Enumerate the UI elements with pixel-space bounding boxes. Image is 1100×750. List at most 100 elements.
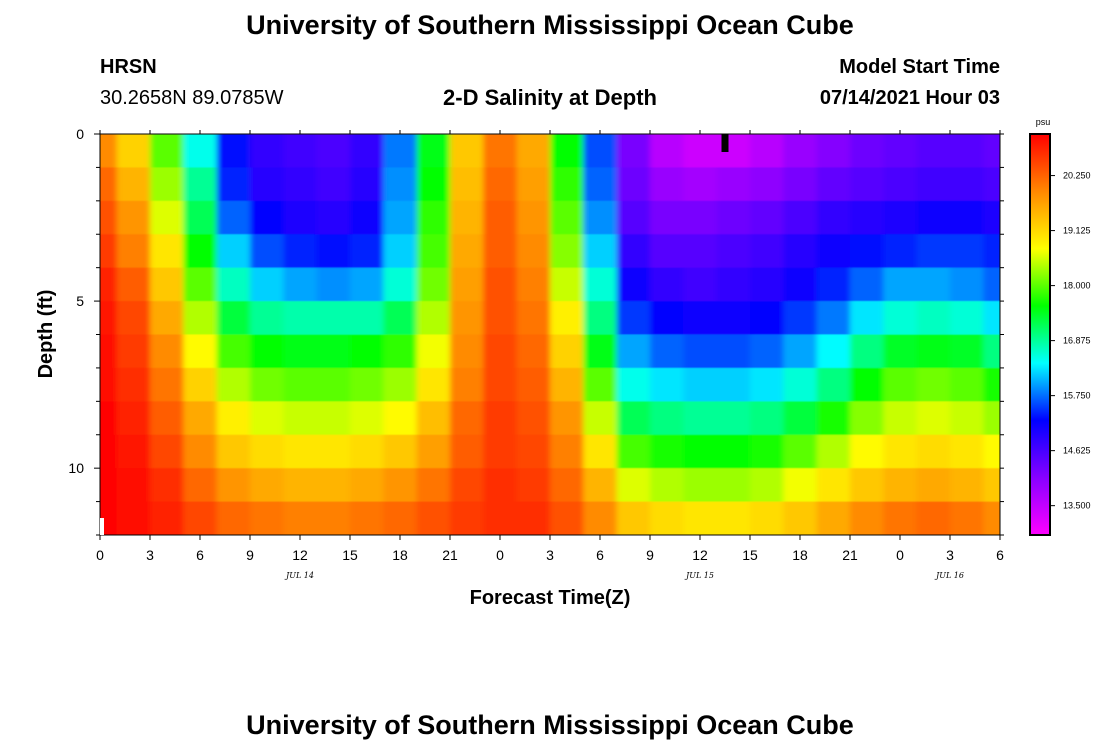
heatmap-cell xyxy=(283,301,318,335)
heatmap-cell xyxy=(483,501,518,535)
x-tick-label: 3 xyxy=(946,547,954,563)
heatmap-cell xyxy=(750,468,784,503)
heatmap-cell xyxy=(616,301,651,335)
heatmap-cell xyxy=(616,401,651,436)
station-name: HRSN xyxy=(100,56,157,78)
x-axis-title: Forecast Time(Z) xyxy=(470,587,631,609)
heatmap-cell xyxy=(216,401,251,436)
heatmap-cell xyxy=(450,367,484,402)
heatmap-cell xyxy=(100,134,118,168)
heatmap-cell xyxy=(183,434,218,469)
heatmap-cell xyxy=(483,200,518,235)
heatmap-cell xyxy=(883,134,918,168)
heatmap-cell xyxy=(650,301,684,335)
heatmap-cell xyxy=(716,200,751,235)
colorbar-label: 15.750 xyxy=(1063,391,1091,401)
heatmap-cell xyxy=(183,367,218,402)
heatmap-cell xyxy=(783,334,818,369)
heatmap-cell xyxy=(816,267,851,302)
heatmap-cell xyxy=(116,267,151,302)
heatmap-cell xyxy=(650,134,684,168)
y-axis-title: Depth (ft) xyxy=(35,290,57,379)
x-tick-label: 9 xyxy=(646,547,654,563)
heatmap-cell xyxy=(716,301,751,335)
heatmap-cell xyxy=(383,334,418,369)
heatmap-cell xyxy=(450,167,484,202)
page-title: University of Southern Mississippi Ocean… xyxy=(246,10,854,40)
heatmap-cell xyxy=(416,468,451,503)
heatmap-cell xyxy=(350,334,384,369)
heatmap-cell xyxy=(750,367,784,402)
heatmap-cell xyxy=(583,468,618,503)
heatmap-cell xyxy=(550,267,584,302)
heatmap-cell xyxy=(550,501,584,535)
y-tick-label: 10 xyxy=(68,460,84,476)
heatmap-cell xyxy=(783,401,818,436)
heatmap-cell xyxy=(216,468,251,503)
heatmap-cell xyxy=(750,334,784,369)
heatmap-cell xyxy=(916,167,951,202)
heatmap-cell xyxy=(116,334,151,369)
heatmap-cell xyxy=(316,401,351,436)
heatmap-cell xyxy=(316,434,351,469)
heatmap-cell xyxy=(983,200,1000,235)
heatmap-cell xyxy=(450,334,484,369)
colorbar-label: 20.250 xyxy=(1063,171,1091,181)
heatmap-cell xyxy=(650,434,684,469)
heatmap-cell xyxy=(916,334,951,369)
heatmap-cell xyxy=(516,401,551,436)
heatmap-cell xyxy=(250,134,284,168)
heatmap-cell xyxy=(450,301,484,335)
heatmap-cell xyxy=(983,267,1000,302)
heatmap-cell xyxy=(883,334,918,369)
heatmap-cell xyxy=(350,167,384,202)
heatmap-cell xyxy=(750,167,784,202)
heatmap-cell xyxy=(516,367,551,402)
heatmap-cell xyxy=(916,267,951,302)
heatmap-cell xyxy=(383,367,418,402)
heatmap-cell xyxy=(116,167,151,202)
x-tick-label: 6 xyxy=(196,547,204,563)
heatmap-cell xyxy=(150,468,184,503)
heatmap-cell xyxy=(650,167,684,202)
heatmap-cell xyxy=(516,468,551,503)
heatmap-cell xyxy=(550,334,584,369)
heatmap-cell xyxy=(650,234,684,269)
x-tick-label: 3 xyxy=(546,547,554,563)
heatmap-cell xyxy=(950,301,984,335)
heatmap-cell xyxy=(416,234,451,269)
heatmap-cell xyxy=(783,501,818,535)
heatmap-cell xyxy=(750,134,784,168)
heatmap-cells xyxy=(100,134,1000,535)
heatmap-cell xyxy=(316,334,351,369)
heatmap-cell xyxy=(750,234,784,269)
heatmap-cell xyxy=(483,301,518,335)
heatmap-cell xyxy=(583,167,618,202)
heatmap-cell xyxy=(716,234,751,269)
heatmap-cell xyxy=(283,334,318,369)
heatmap-cell xyxy=(100,200,118,235)
heatmap-cell xyxy=(100,167,118,202)
heatmap-cell xyxy=(683,267,718,302)
heatmap-cell xyxy=(383,167,418,202)
heatmap-cell xyxy=(750,267,784,302)
heatmap-cell xyxy=(916,367,951,402)
heatmap-cell xyxy=(383,501,418,535)
heatmap-cell xyxy=(216,167,251,202)
heatmap-cell xyxy=(650,200,684,235)
colorbar-label: 19.125 xyxy=(1063,226,1091,236)
heatmap-cell xyxy=(850,267,884,302)
heatmap-cell xyxy=(483,234,518,269)
heatmap-cell xyxy=(250,468,284,503)
heatmap-cell xyxy=(100,367,118,402)
heatmap-cell xyxy=(116,434,151,469)
heatmap-cell xyxy=(216,234,251,269)
heatmap-cell xyxy=(216,267,251,302)
heatmap-cell xyxy=(516,334,551,369)
heatmap-cell xyxy=(816,468,851,503)
model-start-time: 07/14/2021 Hour 03 xyxy=(819,87,1000,109)
heatmap-cell xyxy=(816,167,851,202)
heatmap-cell xyxy=(516,301,551,335)
heatmap-cell xyxy=(750,501,784,535)
heatmap-cell xyxy=(316,267,351,302)
